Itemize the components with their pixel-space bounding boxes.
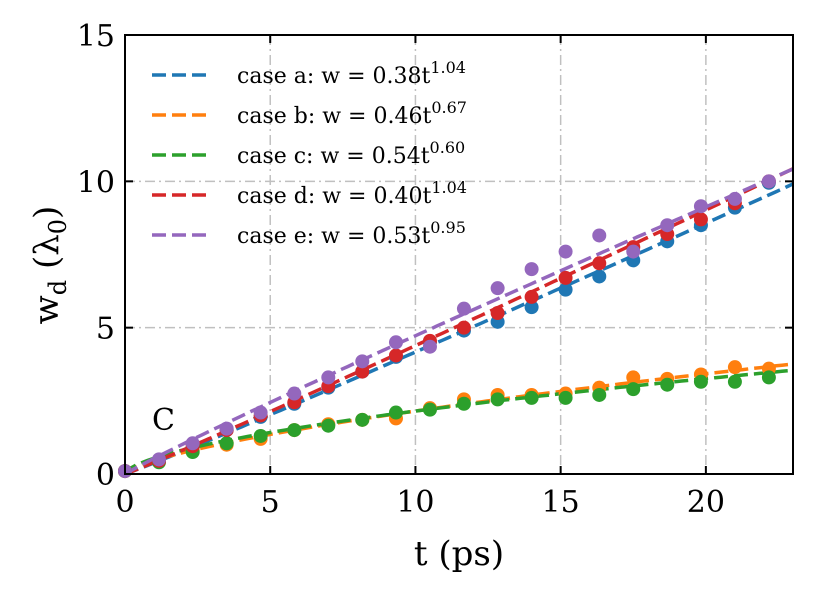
data-point (592, 269, 607, 284)
legend-label: case d: w = 0.40t1.04 (237, 178, 467, 209)
y-tick-label: 15 (77, 19, 115, 54)
data-point (761, 174, 776, 189)
legend-label: case a: w = 0.38t1.04 (237, 58, 466, 89)
y-axis-label: wd (λ0) (27, 206, 72, 325)
legend: case a: w = 0.38t1.04 case b: w = 0.46t0.… (152, 58, 467, 249)
data-point (660, 377, 675, 392)
data-point (524, 390, 539, 405)
data-point (185, 436, 200, 451)
data-point (355, 354, 370, 369)
data-point (287, 423, 302, 438)
data-point (524, 289, 539, 304)
data-point (490, 281, 505, 296)
data-point (693, 212, 708, 227)
data-point (355, 412, 370, 427)
data-point (253, 405, 268, 420)
axis-ticks: 0 5 10 15 20 0 5 10 15 (77, 19, 793, 520)
data-point (321, 370, 336, 385)
data-point (727, 360, 742, 375)
data-point (388, 405, 403, 420)
data-point (253, 428, 268, 443)
x-tick-label: 0 (115, 485, 134, 520)
fit-line (125, 362, 793, 474)
panel-annotation: C (152, 403, 175, 438)
data-point (592, 387, 607, 402)
data-point (490, 306, 505, 321)
data-point (355, 364, 370, 379)
legend-label: case e: w = 0.53t0.95 (237, 218, 466, 249)
data-point (524, 300, 539, 315)
data-point (321, 418, 336, 433)
data-point (219, 436, 234, 451)
data-point (219, 421, 234, 436)
data-point (558, 282, 573, 297)
data-point (456, 301, 471, 316)
x-axis-label: t (ps) (414, 534, 504, 574)
data-point (456, 396, 471, 411)
data-point (422, 339, 437, 354)
data-point (626, 382, 641, 397)
data-point (727, 374, 742, 389)
fit-line (125, 167, 793, 474)
x-tick-label: 15 (542, 485, 580, 520)
legend-label: case c: w = 0.54t0.60 (237, 138, 465, 169)
data-point (422, 402, 437, 417)
x-tick-label: 20 (687, 485, 725, 520)
data-point (558, 390, 573, 405)
data-point (388, 335, 403, 350)
data-point (524, 262, 539, 277)
y-tick-label: 0 (96, 458, 115, 493)
data-point (558, 244, 573, 259)
data-point (761, 370, 776, 385)
data-point (592, 228, 607, 243)
data-point (151, 452, 166, 467)
data-point (558, 270, 573, 285)
y-tick-label: 5 (96, 312, 115, 347)
data-point (287, 386, 302, 401)
plot-frame (124, 34, 794, 475)
data-point (626, 370, 641, 385)
data-point (626, 244, 641, 259)
data-point (388, 348, 403, 363)
y-tick-label: 10 (77, 165, 115, 200)
data-point (693, 199, 708, 214)
data-point (693, 374, 708, 389)
data-point (660, 218, 675, 233)
data-point (490, 392, 505, 407)
data-point (592, 256, 607, 271)
data-point (727, 191, 742, 206)
x-tick-label: 10 (396, 485, 434, 520)
x-tick-label: 5 (261, 485, 280, 520)
data-point (456, 320, 471, 335)
legend-label: case b: w = 0.46t0.67 (237, 98, 467, 129)
